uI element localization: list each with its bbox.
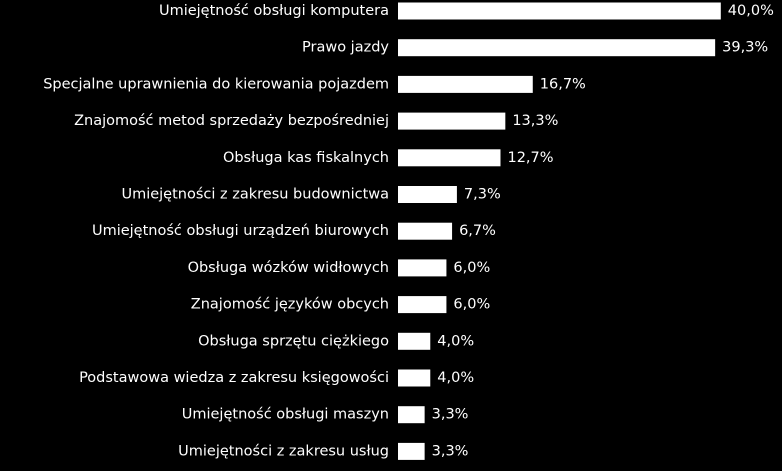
bar (398, 259, 447, 277)
bar (398, 296, 447, 314)
value-label: 3,3% (432, 443, 469, 459)
category-label: Obsługa wózków widłowych (188, 260, 389, 276)
category-label: Umiejętność obsługi komputera (159, 3, 389, 19)
category-label: Umiejętność obsługi urządzeń biurowych (92, 223, 389, 239)
category-labels: Umiejętność obsługi komputera Prawo jazdy… (43, 3, 389, 459)
value-label: 4,0% (437, 370, 474, 386)
value-label: 40,0% (728, 3, 774, 19)
bar (398, 222, 453, 240)
value-label: 39,3% (722, 40, 768, 56)
bar (398, 149, 501, 167)
value-label: 6,7% (459, 223, 496, 239)
category-label: Znajomość metod sprzedaży bezpośredniej (74, 113, 389, 129)
bar (398, 332, 431, 350)
category-label: Obsługa sprzętu ciężkiego (198, 333, 389, 349)
bars-layer (398, 2, 723, 462)
value-label: 3,3% (432, 407, 469, 423)
value-label: 7,3% (464, 187, 501, 203)
category-label: Umiejętności z zakresu budownictwa (121, 187, 389, 203)
bar (398, 406, 425, 424)
value-label: 6,0% (453, 297, 490, 313)
value-label: 13,3% (512, 113, 558, 129)
bar (398, 39, 716, 57)
category-label: Znajomość języków obcych (191, 297, 389, 313)
value-label: 12,7% (507, 150, 553, 166)
value-label: 6,0% (453, 260, 490, 276)
category-label: Obsługa kas fiskalnych (223, 150, 389, 166)
category-label: Prawo jazdy (302, 40, 389, 56)
bar (398, 369, 431, 387)
value-labels: 40,0% 39,3% 16,7% 13,3% 12,7% 7,3% 6,7% 6,0% 6,0… (432, 3, 774, 459)
category-label: Umiejętność obsługi maszyn (182, 407, 389, 423)
bar (398, 75, 533, 93)
bar (398, 186, 457, 203)
bar (398, 112, 506, 130)
bar (398, 2, 721, 20)
bar (398, 442, 425, 460)
category-label: Umiejętności z zakresu usług (178, 443, 389, 459)
category-label: Podstawowa wiedza z zakresu księgowości (79, 370, 389, 386)
value-label: 16,7% (540, 76, 586, 92)
value-label: 4,0% (437, 333, 474, 349)
category-label: Specjalne uprawnienia do kierowania poja… (43, 76, 389, 92)
